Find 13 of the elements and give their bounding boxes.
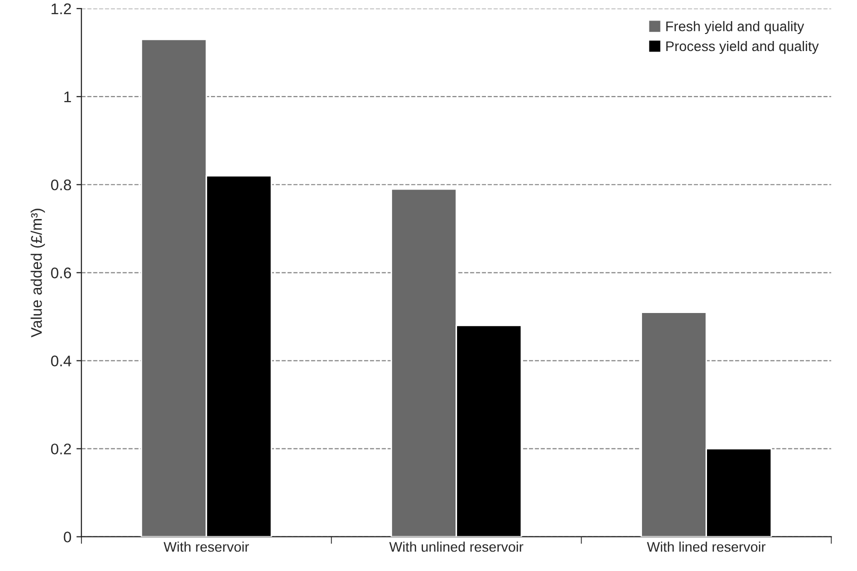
y-tick-label: 1 <box>64 92 71 102</box>
y-tick-label: 1.2 <box>52 3 71 14</box>
legend-label: Fresh yield and quality <box>666 21 804 34</box>
y-tick-label: 0 <box>64 532 72 542</box>
y-tick-label: 0.6 <box>51 268 72 278</box>
x-tick-label: With unlined reservoir <box>389 542 524 552</box>
y-tick-label: 0.2 <box>51 444 71 454</box>
x-tick-label: With lined reservoir <box>646 542 766 552</box>
y-tick-label: 0.4 <box>51 356 72 366</box>
x-tick-label: With reservoir <box>164 542 249 552</box>
y-tick-label: 0.8 <box>51 179 72 190</box>
y-axis-title: Value added (£/m³) <box>30 208 45 338</box>
legend-label: Process yield and quality <box>666 40 819 54</box>
